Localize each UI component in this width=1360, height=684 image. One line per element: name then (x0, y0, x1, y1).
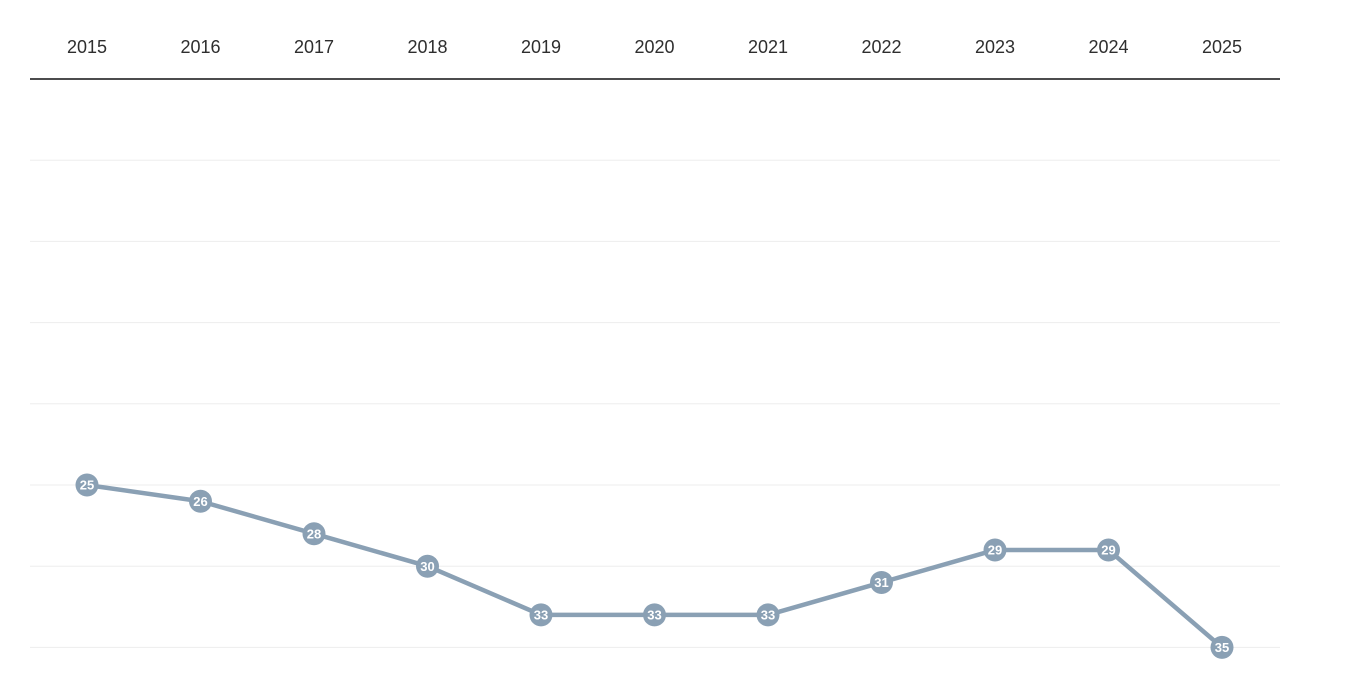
data-point-label-2023: 29 (988, 543, 1002, 558)
data-point-label-2021: 33 (761, 608, 775, 623)
data-point-label-2016: 26 (193, 494, 207, 509)
x-axis-label-2024: 2024 (1088, 37, 1128, 57)
data-point-label-2025: 35 (1215, 640, 1229, 655)
data-point-2017 (302, 522, 326, 546)
data-point-2019 (529, 603, 553, 627)
x-axis-label-2016: 2016 (180, 37, 220, 57)
data-point-label-2017: 28 (307, 526, 321, 541)
data-point-2022 (870, 570, 893, 594)
data-point-2020 (643, 603, 666, 627)
x-axis-label-2025: 2025 (1202, 37, 1242, 57)
x-axis-label-2021: 2021 (748, 37, 788, 57)
data-point-2024 (1097, 538, 1120, 562)
x-axis-label-2019: 2019 (521, 37, 561, 57)
x-axis-label-2022: 2022 (861, 37, 901, 57)
data-point-label-2024: 29 (1101, 543, 1115, 558)
data-point-label-2019: 33 (534, 608, 548, 623)
data-point-label-2015: 25 (80, 478, 94, 493)
data-point-2015 (75, 473, 99, 497)
data-point-label-2022: 31 (874, 575, 888, 590)
x-axis-label-2015: 2015 (67, 37, 107, 57)
x-axis-label-2023: 2023 (975, 37, 1015, 57)
data-point-2023 (983, 538, 1007, 562)
data-point-2021 (756, 603, 780, 627)
data-point-2018 (416, 554, 439, 578)
data-point-label-2018: 30 (420, 559, 434, 574)
data-point-label-2020: 33 (647, 608, 661, 623)
x-axis-label-2017: 2017 (294, 37, 334, 57)
x-axis-label-2020: 2020 (634, 37, 674, 57)
data-point-2025 (1210, 635, 1234, 659)
x-axis-label-2018: 2018 (407, 37, 447, 57)
data-point-2016 (189, 489, 212, 513)
